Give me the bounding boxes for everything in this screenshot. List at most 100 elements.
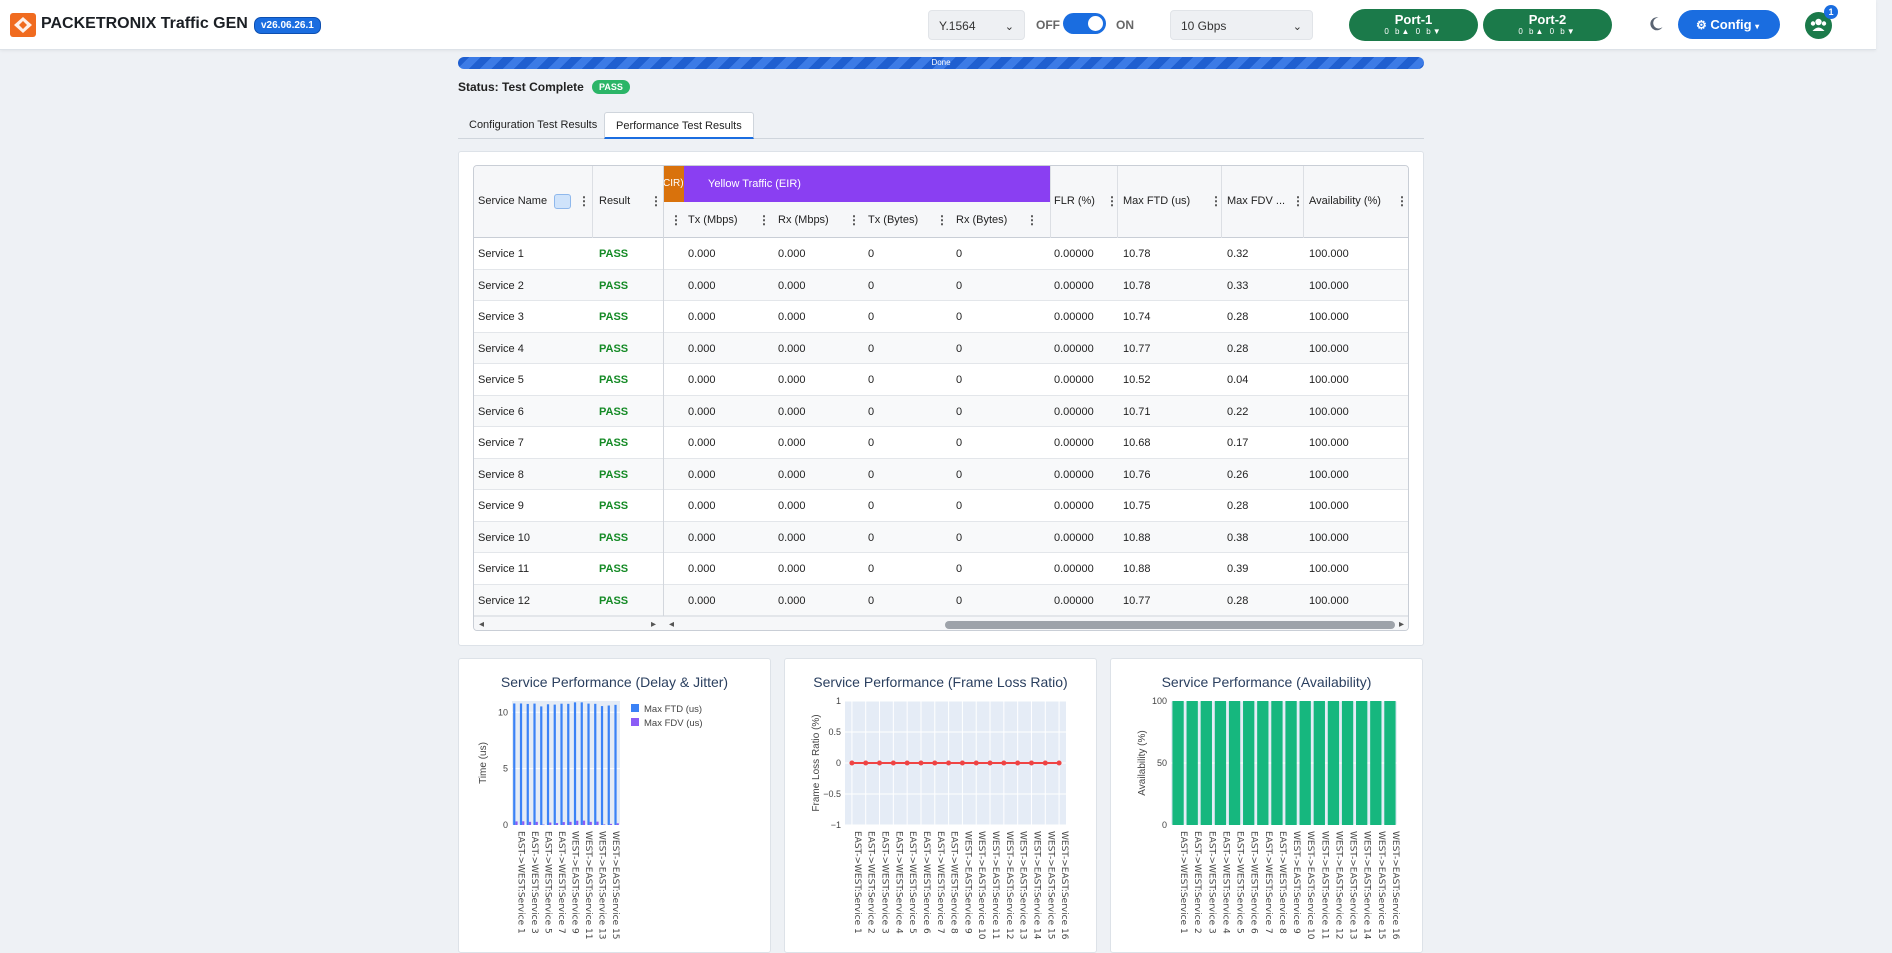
cell-flr: 0.00000 [1054,342,1094,355]
fdv-bar [596,821,599,825]
cell-tx-bytes: 0 [868,374,875,386]
cell-tx-mbps: 0.000 [688,563,716,575]
chevron-down-icon: ⌄ [1292,21,1302,33]
ftd-bar [587,703,590,825]
col-header-max-ftd[interactable]: Max FTD (us) [1123,195,1191,207]
table-row[interactable]: Service 1 PASS 0.000 0.000 0 0 0.00000 10.78 0.3… [474,238,1408,270]
cell-flr: 0.00000 [1054,405,1094,418]
ftd-bar [526,703,529,825]
scroll-left-icon[interactable]: ◂ [479,619,485,630]
table-row[interactable]: Service 12 PASS 0.000 0.000 0 0 0.00000 10.77 0.… [474,584,1408,616]
column-menu-icon[interactable]: ⋮ [1026,213,1038,227]
column-menu-icon[interactable]: ⋮ [1396,194,1408,208]
run-toggle[interactable] [1063,13,1106,34]
column-menu-icon[interactable]: ⋮ [1292,194,1304,208]
ftd-bar [600,706,604,825]
y-tick-label: 0 [1162,820,1167,830]
x-tick-label: EAST->WEST:Service 7 [556,831,566,934]
column-menu-icon[interactable]: ⋮ [1106,194,1118,208]
table-row[interactable]: Service 10 PASS 0.000 0.000 0 0 0.00000 10.88 0.… [474,521,1408,553]
column-menu-icon[interactable]: ⋮ [936,213,948,227]
table-row[interactable]: Service 7 PASS 0.000 0.000 0 0 0.00000 10.68 0.1… [474,427,1408,459]
cell-availability: 100.000 [1309,437,1349,449]
table-row[interactable]: Service 8 PASS 0.000 0.000 0 0 0.00000 10.76 0.2… [474,458,1408,490]
cell-tx-mbps: 0.000 [688,374,716,386]
cell-max-ftd: 10.78 [1123,279,1151,292]
scrollbar-thumb[interactable] [945,621,1395,629]
cell-max-fdv: 0.28 [1227,311,1249,323]
config-label: Config [1710,17,1752,32]
x-tick-label: EAST->WEST:Service 3 [1206,831,1216,934]
version-badge: v26.06.26.1 [254,17,321,34]
horizontal-scrollbar[interactable]: ◂ ▸ ◂ ▸ [474,616,1408,630]
column-menu-icon[interactable]: ⋮ [670,213,682,227]
availability-bar [1327,701,1340,825]
col-header-flr[interactable]: FLR (%) [1054,195,1095,207]
col-header-max-fdv[interactable]: Max FDV ... [1227,195,1286,207]
cell-tx-mbps: 0.000 [688,279,716,292]
y-tick-label: −0.5 [823,789,841,799]
ftd-bar [546,704,550,825]
cell-tx-bytes: 0 [868,405,875,418]
table-row[interactable]: Service 3 PASS 0.000 0.000 0 0 0.00000 10.74 0.2… [474,301,1408,333]
cell-rx-mbps: 0.000 [778,279,806,292]
grid-header: CIR) Yellow Traffic (EIR) Service Name ⋮… [474,166,1408,238]
cell-service: Service 6 [478,405,524,418]
cell-flr: 0.00000 [1054,531,1094,544]
table-row[interactable]: Service 5 PASS 0.000 0.000 0 0 0.00000 10.52 0.0… [474,364,1408,396]
cell-rx-mbps: 0.000 [778,531,806,544]
cell-max-fdv: 0.17 [1227,437,1249,449]
tab-configuration-results[interactable]: Configuration Test Results [469,119,598,131]
scroll-right-icon[interactable]: ▸ [651,619,657,630]
col-header-result[interactable]: Result [599,195,631,207]
table-row[interactable]: Service 11 PASS 0.000 0.000 0 0 0.00000 10.88 0.… [474,553,1408,585]
users-button[interactable]: 1 [1805,5,1838,39]
column-menu-icon[interactable]: ⋮ [848,213,860,227]
scroll-right-icon[interactable]: ▸ [1399,619,1405,630]
cell-result: PASS [599,531,629,544]
table-row[interactable]: Service 9 PASS 0.000 0.000 0 0 0.00000 10.75 0.2… [474,490,1408,522]
column-menu-icon[interactable]: ⋮ [650,194,662,208]
port-2-button[interactable]: Port-2 0 b▲ 0 b▼ [1483,9,1612,41]
col-header-tx-mbps[interactable]: Tx (Mbps) [688,214,738,226]
col-header-service[interactable]: Service Name [478,195,548,207]
flr-point [877,760,883,766]
config-dropdown-button[interactable]: ⚙ Config ▾ [1678,10,1780,39]
table-row[interactable]: Service 2 PASS 0.000 0.000 0 0 0.00000 10.78 0.3… [474,269,1408,301]
cell-service: Service 5 [478,374,524,386]
column-menu-icon[interactable]: ⋮ [758,213,770,227]
cell-rx-mbps: 0.000 [778,500,806,512]
cell-tx-mbps: 0.000 [688,248,716,260]
column-menu-icon[interactable]: ⋮ [1210,194,1222,208]
flr-point [863,760,869,766]
scroll-left-icon[interactable]: ◂ [669,619,675,630]
pinned-column-divider [663,166,664,630]
column-menu-icon[interactable]: ⋮ [578,194,590,208]
ftd-bar [540,706,543,825]
ftd-bar [567,703,570,825]
table-row[interactable]: Service 4 PASS 0.000 0.000 0 0 0.00000 10.77 0.2… [474,332,1408,364]
test-type-select[interactable]: Y.1564 ⌄ [928,10,1025,40]
col-header-availability[interactable]: Availability (%) [1309,195,1381,207]
col-header-rx-mbps[interactable]: Rx (Mbps) [778,214,829,226]
fdv-bar [522,821,525,825]
dark-mode-moon-icon[interactable] [1648,16,1664,32]
toggle-on-label: ON [1116,18,1134,32]
cell-availability: 100.000 [1309,248,1349,260]
ftd-bar [580,702,583,825]
speed-select[interactable]: 10 Gbps ⌄ [1170,10,1313,40]
port-1-button[interactable]: Port-1 0 b▲ 0 b▼ [1349,9,1478,41]
cell-rx-mbps: 0.000 [778,374,806,386]
status-pass-badge: PASS [592,80,630,94]
tab-performance-results[interactable]: Performance Test Results [604,112,754,139]
col-header-tx-bytes[interactable]: Tx (Bytes) [868,214,919,226]
col-header-rx-bytes[interactable]: Rx (Bytes) [956,214,1008,226]
flr-point [987,760,993,766]
filter-icon[interactable] [554,194,571,209]
availability-bar [1243,701,1255,825]
cell-tx-mbps: 0.000 [688,437,716,449]
cell-result: PASS [599,342,629,355]
table-row[interactable]: Service 6 PASS 0.000 0.000 0 0 0.00000 10.71 0.2… [474,395,1408,427]
availability-bar [1384,701,1396,825]
cell-flr: 0.00000 [1054,437,1094,449]
